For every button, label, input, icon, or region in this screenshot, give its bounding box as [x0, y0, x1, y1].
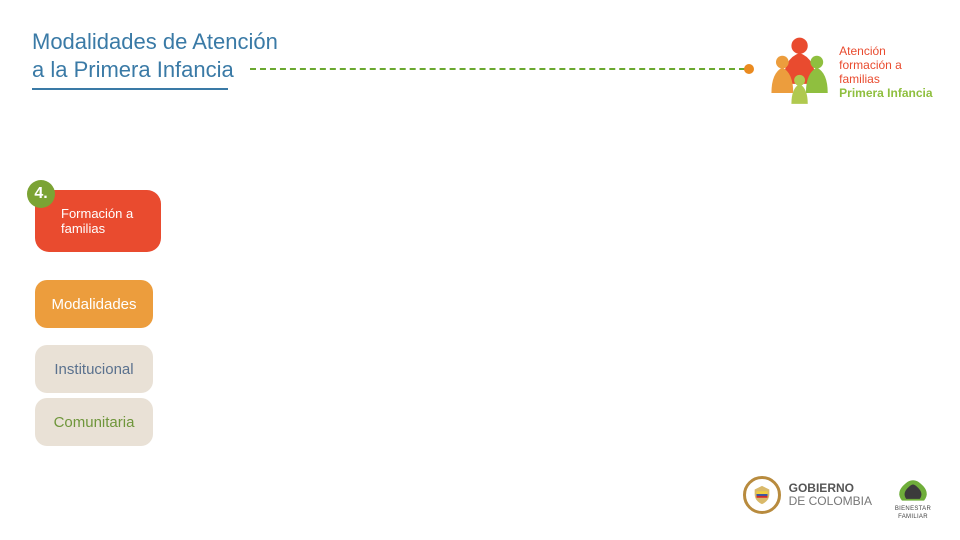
icbf-logo: BIENESTAR FAMILIAR [890, 470, 936, 520]
shield-svg [751, 484, 773, 506]
title-underline [32, 88, 228, 90]
comunitaria-label: Comunitaria [54, 414, 135, 431]
gobierno-text: GOBIERNO DE COLOMBIA [789, 482, 872, 507]
topic-4-label: Formación a familias [43, 206, 153, 236]
icbf-line2: FAMILIAR [898, 514, 928, 520]
header-dot-endpoint [744, 64, 754, 74]
program-logo: Atención formación a familias Primera In… [766, 28, 936, 118]
header-dotted-connector [250, 68, 745, 70]
colombia-shield-icon [743, 476, 781, 514]
topic-number-badge: 4. [27, 180, 55, 208]
family-icon [766, 31, 833, 115]
gobierno-line2: DE COLOMBIA [789, 494, 872, 508]
hands-icon [890, 470, 936, 504]
title-line-2: a la Primera Infancia [32, 57, 234, 82]
comunitaria-pill: Comunitaria [35, 398, 153, 446]
footer-logos: GOBIERNO DE COLOMBIA BIENESTAR FAMILIAR [743, 470, 936, 520]
gobierno-logo: GOBIERNO DE COLOMBIA [743, 476, 872, 514]
icbf-line1: BIENESTAR [895, 506, 931, 512]
title-line-1: Modalidades de Atención [32, 29, 278, 54]
slide-root: Modalidades de Atención a la Primera Inf… [0, 0, 960, 540]
modalidades-label: Modalidades [51, 296, 136, 313]
program-logo-line2: formación a familias [839, 59, 936, 87]
institucional-pill: Institucional [35, 345, 153, 393]
modalidades-pill: Modalidades [35, 280, 153, 328]
slide-title: Modalidades de Atención a la Primera Inf… [32, 28, 278, 83]
program-logo-text: Atención formación a familias Primera In… [839, 45, 936, 100]
institucional-label: Institucional [54, 361, 133, 378]
slide-title-block: Modalidades de Atención a la Primera Inf… [32, 28, 278, 83]
topic-pill-4: 4. Formación a familias [35, 190, 161, 252]
program-logo-line3: Primera Infancia [839, 87, 936, 101]
program-logo-line1: Atención [839, 45, 936, 59]
